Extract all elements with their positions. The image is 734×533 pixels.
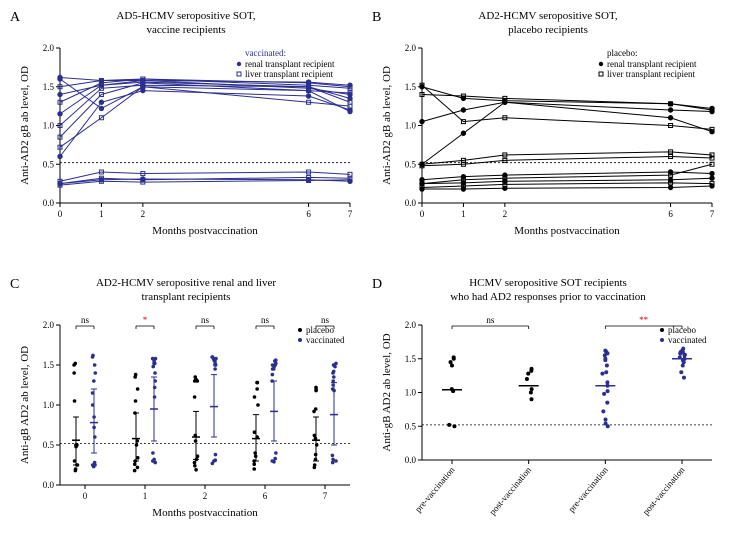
svg-text:0.0: 0.0 [405,455,417,465]
panel-a-title1: AD5-HCMV seropositive SOT, [10,10,362,22]
svg-text:Months postvaccination: Months postvaccination [152,507,258,519]
svg-text:0.0: 0.0 [43,480,55,490]
svg-text:liver transplant recipient: liver transplant recipient [245,69,333,79]
svg-text:0: 0 [420,209,425,219]
panel-c-title2: transplant recipients [10,291,362,303]
panel-b-title2: placebo recipients [372,24,724,36]
svg-text:1.5: 1.5 [405,353,417,363]
svg-text:0: 0 [83,491,88,501]
svg-text:renal transplant recipient: renal transplant recipient [607,59,697,69]
svg-text:1.5: 1.5 [43,360,55,370]
figure-grid: A AD5-HCMV seropositive SOT, vaccine rec… [10,10,724,523]
svg-text:1: 1 [99,209,104,219]
panel-label-d: D [372,277,382,293]
svg-text:2.0: 2.0 [405,320,417,330]
panel-c: C AD2-HCMV seropositive renal and liver … [10,277,362,524]
svg-text:0.5: 0.5 [405,421,417,431]
svg-text:1: 1 [143,491,148,501]
svg-text:0.5: 0.5 [43,159,55,169]
svg-text:*: * [143,315,148,325]
svg-text:2.0: 2.0 [43,43,55,53]
chart-b: 0.0 0.5 1.0 1.5 2.0 0 1 2 6 7 Anti-AD2 gB ab level… [372,38,722,238]
svg-text:ns: ns [321,315,330,325]
panel-d: D HCMV seropositive SOT recipients who h… [372,277,724,524]
svg-text:Anti-gB AD2 ab level, OD: Anti-gB AD2 ab level, OD [381,333,393,451]
panel-d-title1: HCMV seropositive SOT recipients [372,277,724,289]
svg-text:1.0: 1.0 [43,121,55,131]
svg-text:1.0: 1.0 [43,400,55,410]
svg-text:renal transplant recipient: renal transplant recipient [245,59,335,69]
svg-text:2: 2 [203,491,208,501]
panel-d-title2: who had AD2 responses prior to vaccinati… [372,291,724,303]
chart-a: 0.0 0.5 1.0 1.5 2.0 0 1 2 6 7 Anti-AD2 gB ab level… [10,38,360,238]
svg-text:7: 7 [710,209,715,219]
svg-text:0: 0 [58,209,63,219]
svg-text:0.5: 0.5 [405,159,417,169]
svg-text:liver transplant recipient: liver transplant recipient [607,69,695,79]
svg-text:vaccinated: vaccinated [306,335,345,345]
panel-a: A AD5-HCMV seropositive SOT, vaccine rec… [10,10,362,257]
svg-text:6: 6 [306,209,311,219]
svg-text:2: 2 [503,209,508,219]
svg-text:Months postvaccination: Months postvaccination [514,225,620,237]
svg-text:ns: ns [486,315,495,325]
svg-text:placebo: placebo [668,325,696,335]
svg-text:0.5: 0.5 [43,440,55,450]
svg-text:placebo: placebo [306,325,334,335]
svg-text:1.5: 1.5 [43,82,55,92]
chart-c: 0.0 0.5 1.0 1.5 2.0 0 1 2 6 7 Anti-gB AD2 ab level… [10,305,360,520]
svg-text:Months postvaccination: Months postvaccination [152,225,258,237]
svg-text:Anti-AD2 gB ab level, OD: Anti-AD2 gB ab level, OD [381,66,393,185]
panel-label-a: A [10,10,20,26]
svg-text:1.0: 1.0 [405,121,417,131]
svg-text:ns: ns [81,315,90,325]
svg-text:pre-vaccination: pre-vaccination [413,464,457,514]
svg-text:post-vaccination: post-vaccination [641,464,687,516]
svg-text:2.0: 2.0 [43,320,55,330]
panel-c-title1: AD2-HCMV seropositive renal and liver [10,277,362,289]
chart-d: 0.0 0.5 1.0 1.5 2.0 Anti-gB AD2 ab level, OD p… [372,305,722,520]
svg-text:vaccinated: vaccinated [668,335,707,345]
svg-text:Anti-AD2 gB ab level, OD: Anti-AD2 gB ab level, OD [19,66,31,185]
svg-text:0.0: 0.0 [405,198,417,208]
svg-text:6: 6 [668,209,673,219]
svg-text:2.0: 2.0 [405,43,417,53]
panel-b: B AD2-HCMV seropositive SOT, placebo rec… [372,10,724,257]
svg-text:Anti-gB AD2 ab level, OD: Anti-gB AD2 ab level, OD [19,345,31,463]
panel-label-c: C [10,277,19,293]
svg-text:7: 7 [348,209,353,219]
svg-text:**: ** [639,315,649,325]
svg-text:vaccinated:: vaccinated: [245,48,286,58]
svg-text:2: 2 [141,209,146,219]
svg-text:post-vaccination: post-vaccination [487,464,533,516]
panel-a-title2: vaccine recipients [10,24,362,36]
svg-text:1.5: 1.5 [405,82,417,92]
panel-b-title1: AD2-HCMV seropositive SOT, [372,10,724,22]
svg-text:placebo:: placebo: [607,48,638,58]
svg-text:ns: ns [261,315,270,325]
svg-text:1: 1 [461,209,466,219]
svg-text:pre-vaccination: pre-vaccination [566,464,610,514]
svg-text:0.0: 0.0 [43,198,55,208]
panel-label-b: B [372,10,381,26]
svg-text:6: 6 [263,491,268,501]
svg-text:1.0: 1.0 [405,387,417,397]
svg-text:ns: ns [201,315,210,325]
svg-text:7: 7 [323,491,328,501]
